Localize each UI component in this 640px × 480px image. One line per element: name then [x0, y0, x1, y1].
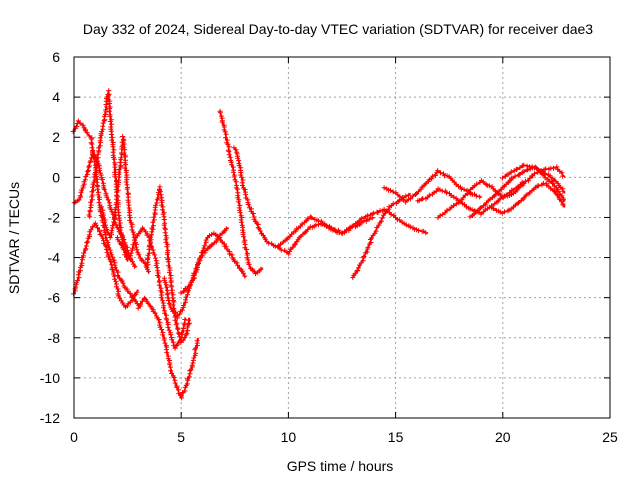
series-arc-11: [217, 108, 264, 277]
y-tick-label: -8: [48, 330, 61, 346]
x-tick-label: 15: [388, 429, 404, 445]
data-markers: [415, 179, 525, 217]
y-tick-label: -12: [40, 410, 60, 426]
data-markers: [435, 164, 566, 221]
series-arc-14: [350, 192, 412, 280]
y-tick-label: 6: [52, 49, 60, 65]
data-markers: [217, 108, 264, 277]
y-tick-label: -2: [48, 209, 61, 225]
data-markers: [135, 295, 200, 401]
series-arc-15: [381, 168, 483, 205]
y-tick-label: -4: [48, 250, 61, 266]
series-arc-10: [178, 230, 248, 296]
series-arc-19: [489, 180, 566, 216]
series-arc-16: [415, 179, 525, 217]
x-tick-label: 5: [177, 429, 185, 445]
series-arc-1: [70, 118, 142, 309]
chart-title: Day 332 of 2024, Sidereal Day-to-day VTE…: [83, 21, 593, 37]
data-markers: [350, 192, 412, 280]
y-tick-label: 0: [52, 169, 60, 185]
y-tick-label: 4: [52, 89, 60, 105]
y-tick-label: -6: [48, 290, 61, 306]
x-tick-label: 0: [70, 429, 78, 445]
series-arc-17: [435, 164, 566, 221]
x-tick-labels: 0 5 10 15 20 25: [70, 429, 618, 445]
trace-line: [137, 296, 200, 399]
series-arc-5: [99, 134, 151, 274]
data-traces: [70, 88, 566, 401]
x-tick-label: 10: [281, 429, 297, 445]
data-markers: [381, 168, 483, 205]
trace-line: [234, 147, 375, 255]
data-markers: [489, 180, 566, 216]
x-tick-label: 20: [495, 429, 511, 445]
plot-frame: [73, 56, 611, 419]
series-arc-20: [500, 162, 566, 203]
data-markers: [467, 165, 566, 220]
x-tick-label: 25: [602, 429, 618, 445]
data-markers: [178, 230, 248, 296]
data-markers: [99, 134, 151, 274]
data-markers: [70, 118, 142, 308]
data-markers: [231, 145, 375, 257]
axis-ticks: [73, 56, 611, 419]
x-axis-label: GPS time / hours: [287, 458, 394, 474]
y-tick-label: 2: [52, 129, 60, 145]
y-axis-label: SDTVAR / TECUs: [6, 182, 22, 294]
data-markers: [500, 162, 566, 203]
series-arc-12: [231, 145, 375, 257]
series-arc-7: [135, 295, 200, 401]
grid-lines: [74, 57, 610, 418]
trace-line: [73, 120, 142, 309]
data-markers: [275, 206, 429, 250]
series-arc-13: [275, 206, 429, 250]
y-tick-label: -10: [40, 370, 60, 386]
data-markers: [144, 184, 192, 345]
y-tick-labels: -12 -10 -8 -6 -4 -2 0 2 4 6: [40, 49, 60, 426]
series-arc-18: [467, 165, 566, 220]
series-arc-8: [144, 184, 192, 345]
